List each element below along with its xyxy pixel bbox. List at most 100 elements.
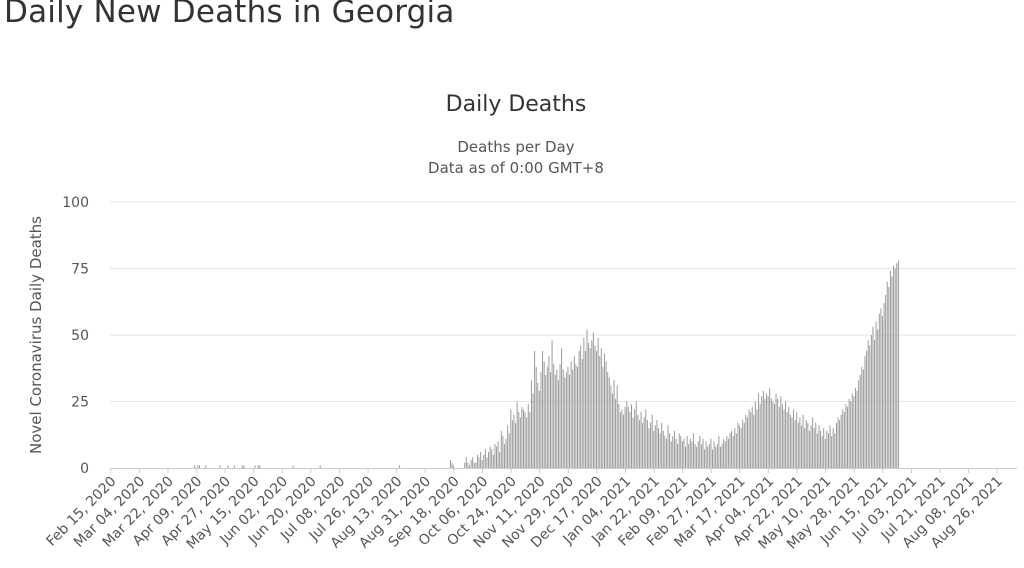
daily-deaths-bar <box>781 404 783 468</box>
daily-deaths-bar <box>510 409 512 468</box>
daily-deaths-bar <box>861 366 863 468</box>
daily-deaths-bar <box>538 390 540 468</box>
daily-deaths-bar <box>897 260 899 468</box>
daily-deaths-bar <box>529 412 531 468</box>
daily-deaths-bar <box>561 348 563 468</box>
daily-deaths-bar <box>640 412 642 468</box>
daily-deaths-bar <box>480 452 482 468</box>
daily-deaths-bar <box>708 444 710 468</box>
daily-deaths-bar <box>712 449 714 468</box>
daily-deaths-bar <box>492 454 494 468</box>
daily-deaths-bar <box>692 433 694 468</box>
daily-deaths-bar <box>837 417 839 468</box>
daily-deaths-bar <box>577 366 578 468</box>
daily-deaths-bar <box>205 465 207 468</box>
daily-deaths-bar <box>197 465 199 468</box>
daily-deaths-bar <box>532 393 534 468</box>
daily-deaths-bar <box>629 412 631 468</box>
daily-deaths-bar <box>866 350 868 468</box>
daily-deaths-bar <box>589 348 591 468</box>
daily-deaths-bar <box>551 340 553 468</box>
daily-deaths-bar <box>775 393 777 468</box>
daily-deaths-bar <box>858 380 860 468</box>
daily-deaths-bar <box>545 374 547 468</box>
daily-deaths-bar <box>740 428 742 468</box>
daily-deaths-bar <box>818 425 820 468</box>
daily-deaths-bar <box>791 417 793 468</box>
daily-deaths-bar <box>880 308 882 468</box>
daily-deaths-bar <box>473 462 475 468</box>
daily-deaths-bar <box>194 465 196 468</box>
daily-deaths-bar <box>853 396 855 468</box>
daily-deaths-bar <box>257 465 259 468</box>
daily-deaths-bar <box>681 441 683 468</box>
daily-deaths-bar <box>864 356 866 468</box>
daily-deaths-bar <box>762 390 764 468</box>
daily-deaths-bar <box>570 361 572 468</box>
daily-deaths-bar <box>888 287 890 468</box>
daily-deaths-bar <box>600 348 602 468</box>
daily-deaths-bar <box>556 369 558 468</box>
daily-deaths-bar <box>767 396 769 468</box>
daily-deaths-bar <box>489 446 491 468</box>
daily-deaths-bar <box>799 417 801 468</box>
daily-deaths-bar <box>867 340 869 468</box>
daily-deaths-bar <box>613 380 615 468</box>
daily-deaths-bar <box>813 428 815 468</box>
y-tick-label: 0 <box>80 461 89 477</box>
daily-deaths-bar <box>451 462 453 468</box>
daily-deaths-bar <box>680 436 682 468</box>
daily-deaths-bar <box>745 414 747 468</box>
daily-deaths-bar <box>764 398 766 468</box>
gridlines <box>110 201 1017 402</box>
daily-deaths-bar <box>729 433 731 468</box>
daily-deaths-bar <box>678 433 680 468</box>
daily-deaths-bar <box>623 414 625 468</box>
chart-title: Daily Deaths <box>446 92 587 117</box>
daily-deaths-bar <box>724 441 726 468</box>
daily-deaths-bar <box>596 350 598 468</box>
daily-deaths-bar <box>827 433 829 468</box>
daily-deaths-bar <box>468 465 470 468</box>
daily-deaths-bar <box>769 388 771 468</box>
daily-deaths-bar <box>198 465 200 468</box>
daily-deaths-bar <box>878 313 880 468</box>
daily-deaths-bar <box>254 465 256 468</box>
daily-deaths-bar <box>494 444 496 468</box>
daily-deaths-bar <box>731 430 733 468</box>
daily-deaths-bar <box>686 436 688 468</box>
daily-deaths-bar <box>543 361 545 468</box>
daily-deaths-bar <box>794 420 796 468</box>
daily-deaths-bar <box>832 428 834 468</box>
daily-deaths-bar <box>627 406 629 468</box>
daily-deaths-bar <box>721 444 723 468</box>
daily-deaths-bar <box>891 276 893 468</box>
daily-deaths-bar <box>732 436 734 468</box>
daily-deaths-bar <box>592 332 594 468</box>
daily-deaths-bar <box>894 268 896 468</box>
daily-deaths-bar <box>522 409 524 468</box>
daily-deaths-bar <box>619 412 621 468</box>
daily-deaths-bar <box>785 401 787 468</box>
daily-deaths-bar <box>707 446 709 468</box>
daily-deaths-bar <box>696 446 698 468</box>
daily-deaths-bar <box>626 401 628 468</box>
daily-deaths-bar <box>840 414 842 468</box>
daily-deaths-bar <box>449 460 451 468</box>
daily-deaths-bar <box>632 417 634 468</box>
daily-deaths-bar <box>848 398 850 468</box>
daily-deaths-bar <box>575 364 577 468</box>
daily-deaths-bar <box>583 337 585 468</box>
daily-deaths-bar <box>550 372 551 468</box>
daily-deaths-bar <box>497 441 499 468</box>
daily-deaths-bar <box>597 337 599 468</box>
daily-deaths-bar <box>742 420 744 468</box>
daily-deaths-bar <box>654 425 656 468</box>
daily-deaths-bar <box>778 406 780 468</box>
daily-deaths-bar <box>319 465 321 468</box>
daily-deaths-bar <box>567 366 569 468</box>
daily-deaths-bar <box>800 425 802 468</box>
daily-deaths-bar <box>637 414 639 468</box>
daily-deaths-bar <box>883 303 885 468</box>
daily-deaths-bar <box>777 398 779 468</box>
